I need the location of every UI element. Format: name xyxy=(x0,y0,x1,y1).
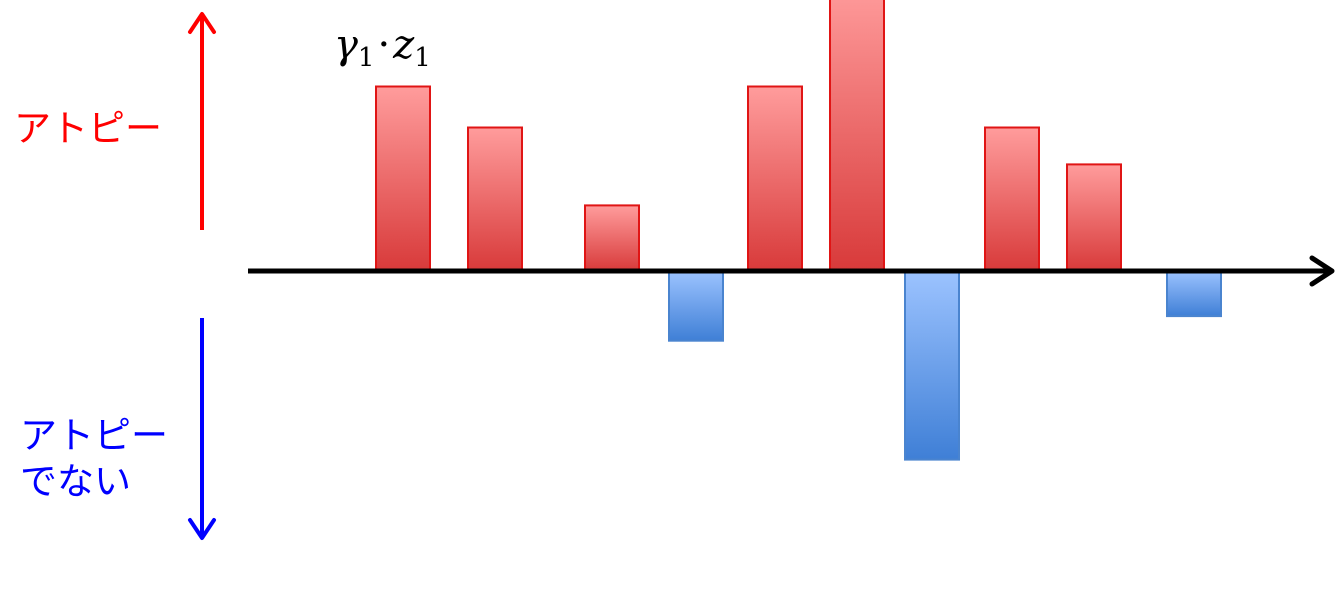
bar-group xyxy=(375,0,1222,461)
formula-symbol: γ xyxy=(334,22,358,68)
direction-arrows xyxy=(188,12,216,540)
bar-10 xyxy=(1166,270,1222,318)
bar-9 xyxy=(1066,163,1122,272)
formula-symbol-subscript: 1 xyxy=(357,43,375,73)
bar-3 xyxy=(584,204,640,272)
bar-2 xyxy=(467,126,523,272)
formula-variable: z xyxy=(393,22,415,68)
bar-7 xyxy=(904,270,960,461)
formula-operator: · xyxy=(377,22,391,68)
positive-direction-label: アトピー xyxy=(14,107,162,150)
x-axis xyxy=(248,255,1335,287)
x-axis-arrowhead xyxy=(1309,255,1335,287)
down-arrow-head xyxy=(188,518,216,540)
bar-6 xyxy=(829,0,885,272)
bar-annotation-formula: γ1·z1 xyxy=(334,22,431,73)
up-arrow-head xyxy=(188,12,216,34)
negative-direction-label: アトピー でない xyxy=(20,413,168,505)
bar-5 xyxy=(747,85,803,272)
bar-4 xyxy=(668,270,724,342)
negative-label-line-1: アトピー xyxy=(20,414,168,457)
bar-8 xyxy=(984,126,1040,272)
formula-variable-subscript: 1 xyxy=(414,43,431,73)
negative-label-line-2: でない xyxy=(20,460,131,503)
bar-1 xyxy=(375,85,431,272)
